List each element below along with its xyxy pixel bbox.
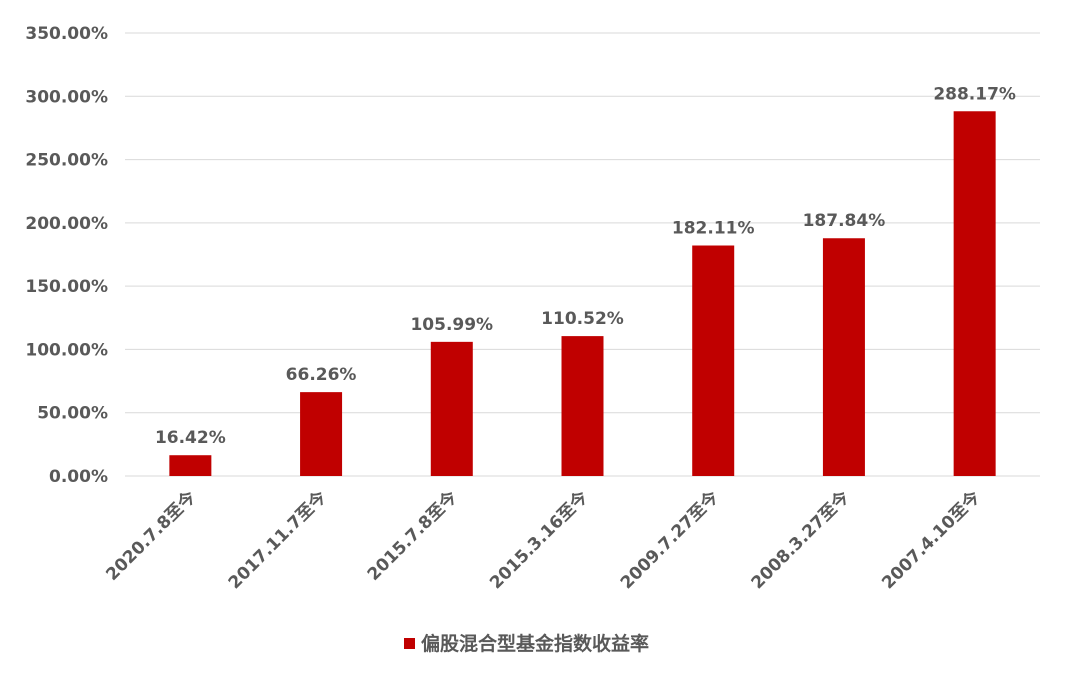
data-label: 182.11% — [672, 219, 755, 239]
legend-label: 偏股混合型基金指数收益率 — [421, 632, 649, 655]
y-tick-label: 100.00% — [25, 340, 108, 360]
bar — [169, 455, 212, 476]
bar — [430, 341, 473, 476]
x-tick-label: 2008.3.27至今 — [747, 487, 854, 594]
data-label: 187.84% — [803, 211, 886, 231]
y-tick-label: 200.00% — [25, 214, 108, 234]
y-tick-label: 250.00% — [25, 151, 108, 171]
data-label: 105.99% — [410, 315, 493, 335]
x-tick-label: 2017.11.7至今 — [224, 487, 331, 594]
bar — [822, 238, 865, 476]
y-tick-label: 50.00% — [37, 404, 108, 424]
data-label: 16.42% — [155, 428, 226, 448]
data-label: 110.52% — [541, 309, 624, 329]
y-tick-label: 0.00% — [49, 467, 108, 487]
data-label: 66.26% — [286, 365, 357, 385]
x-tick-label: 2020.7.8至今 — [102, 487, 200, 585]
y-tick-label: 350.00% — [25, 24, 108, 44]
bar — [953, 111, 996, 476]
x-tick-label: 2015.3.16至今 — [485, 487, 592, 594]
x-tick-label: 2007.4.10至今 — [878, 487, 985, 594]
bar — [561, 336, 604, 476]
y-tick-label: 300.00% — [25, 87, 108, 107]
bar — [300, 392, 343, 476]
bar — [692, 245, 735, 476]
y-tick-label: 150.00% — [25, 277, 108, 297]
legend-swatch — [404, 638, 415, 649]
x-tick-label: 2009.7.27至今 — [616, 487, 723, 594]
data-label: 288.17% — [933, 84, 1016, 104]
x-tick-label: 2015.7.8至今 — [363, 487, 461, 585]
